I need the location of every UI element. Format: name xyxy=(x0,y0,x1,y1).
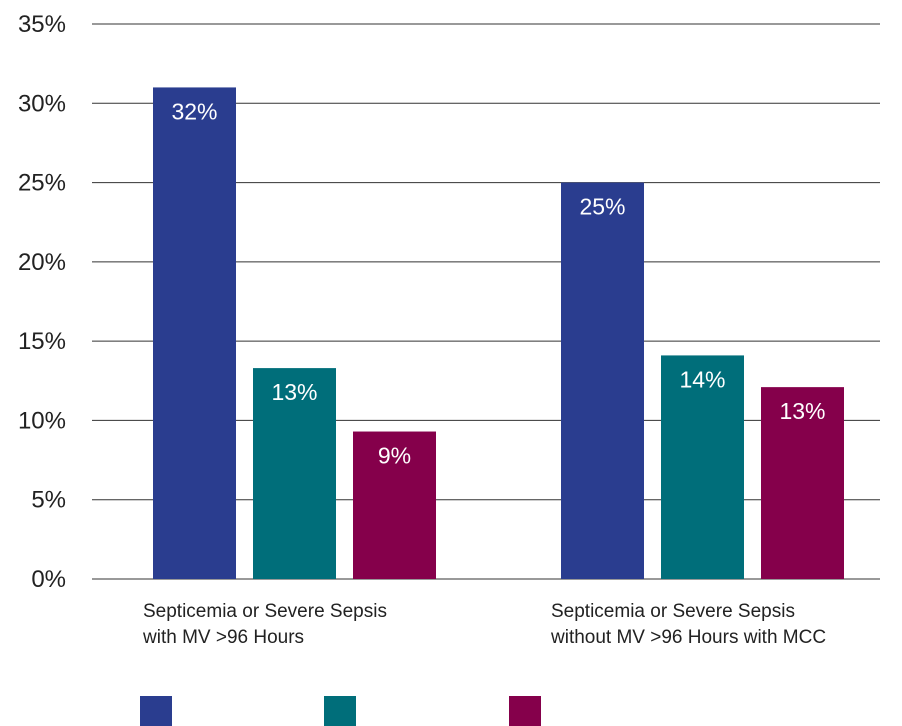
bar xyxy=(253,368,336,579)
x-category-label: Septicemia or Severe Sepsis xyxy=(143,601,387,622)
bar xyxy=(761,387,844,579)
bar xyxy=(353,431,436,579)
y-tick-label: 30% xyxy=(18,90,66,117)
legend-swatch xyxy=(140,696,172,726)
data-label: 14% xyxy=(679,366,725,392)
data-label: 25% xyxy=(579,194,625,220)
y-tick-label: 15% xyxy=(18,328,66,355)
legend xyxy=(140,696,541,726)
bar xyxy=(561,182,644,580)
x-category-label: Septicemia or Severe Sepsis xyxy=(551,601,795,622)
data-label: 13% xyxy=(271,379,317,405)
y-tick-label: 20% xyxy=(18,249,66,276)
data-label: 9% xyxy=(378,443,411,469)
y-axis-ticks: 0% 5% 10% 15% 20% 25% 30% 35% xyxy=(18,11,66,593)
y-tick-label: 35% xyxy=(18,11,66,38)
x-category-label: with MV >96 Hours xyxy=(142,627,304,648)
category-labels: Septicemia or Severe Sepsis with MV >96 H… xyxy=(142,601,826,648)
bar xyxy=(153,87,236,579)
y-tick-label: 10% xyxy=(18,407,66,434)
legend-swatch xyxy=(324,696,356,726)
y-tick-label: 5% xyxy=(31,487,66,514)
legend-swatch xyxy=(509,696,541,726)
data-label: 13% xyxy=(779,398,825,424)
y-tick-label: 0% xyxy=(31,566,66,593)
data-label: 32% xyxy=(171,98,217,124)
bars: 32% 25% 13% 14% 9% 13% xyxy=(153,87,844,580)
bar xyxy=(661,355,744,579)
x-category-label: without MV >96 Hours with MCC xyxy=(550,627,826,648)
y-tick-label: 25% xyxy=(18,170,66,197)
